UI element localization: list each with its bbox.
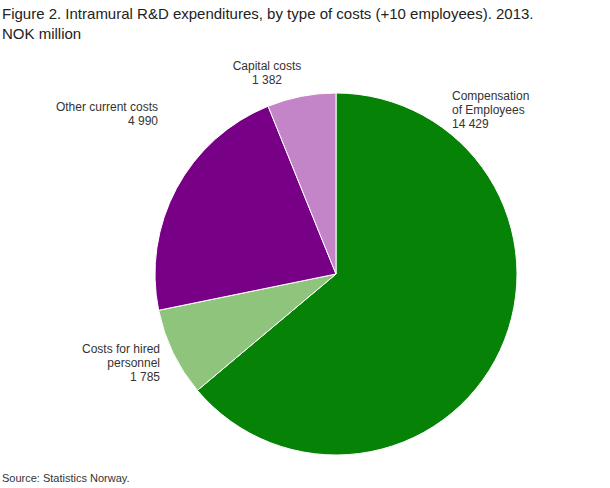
svg-text:Other current costs4 990: Other current costs4 990 [56,100,158,128]
html-text:NOK million: NOK million [2,25,82,42]
svg-text:Costs for hiredpersonnel1 785: Costs for hiredpersonnel1 785 [82,342,160,384]
svg-text:Compensationof Employees14 429: Compensationof Employees14 429 [452,89,529,131]
html-text:Figure 2. Intramural R&D expen: Figure 2. Intramural R&D expenditures, b… [2,5,534,22]
svg-text:Capital costs1 382: Capital costs1 382 [233,59,302,87]
html-text:Source: Statistics Norway.: Source: Statistics Norway. [2,472,130,484]
